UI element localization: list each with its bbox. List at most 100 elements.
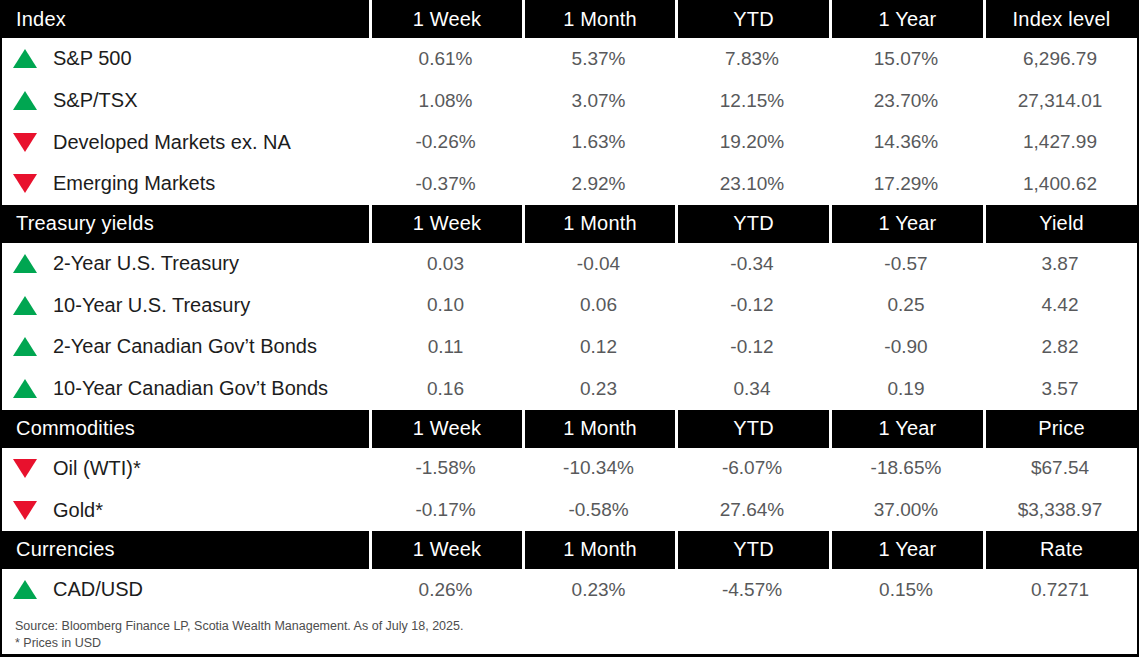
column-header-1month: 1 Month: [522, 0, 675, 38]
row-name-cell: S&P 500: [2, 47, 369, 70]
cell-ytd: 27.64%: [675, 499, 829, 521]
row-label: Emerging Markets: [53, 172, 215, 195]
arrow-box: [13, 580, 53, 599]
cell-1month: 2.92%: [522, 173, 675, 195]
cell-value: 3.57: [983, 378, 1137, 400]
table-row: CAD/USD0.26%0.23%-4.57%0.15%0.7271: [2, 569, 1137, 611]
arrow-box: [13, 174, 53, 193]
column-header-ytd: YTD: [675, 410, 829, 448]
cell-ytd: -0.12: [675, 336, 829, 358]
column-header-1week: 1 Week: [369, 205, 522, 243]
arrow-box: [13, 337, 53, 356]
cell-1year: 0.19: [829, 378, 983, 400]
cell-value: 27,314.01: [983, 90, 1137, 112]
cell-1week: -0.26%: [369, 131, 522, 153]
row-label: 2-Year Canadian Gov’t Bonds: [53, 335, 317, 358]
section-title: Commodities: [2, 410, 369, 448]
cell-1week: -1.58%: [369, 457, 522, 479]
cell-value: $67.54: [983, 457, 1137, 479]
cell-ytd: 23.10%: [675, 173, 829, 195]
column-header-1year: 1 Year: [829, 0, 983, 38]
column-header-value: Yield: [983, 205, 1137, 243]
row-label: Oil (WTI)*: [53, 457, 141, 480]
cell-1year: 23.70%: [829, 90, 983, 112]
up-arrow-icon: [13, 91, 37, 110]
row-label: Developed Markets ex. NA: [53, 131, 291, 154]
row-label: 10-Year Canadian Gov’t Bonds: [53, 377, 328, 400]
arrow-box: [13, 254, 53, 273]
row-label: S&P 500: [53, 47, 132, 70]
table-row: 2-Year U.S. Treasury0.03-0.04-0.34-0.573…: [2, 243, 1137, 285]
section-title: Treasury yields: [2, 205, 369, 243]
row-name-cell: Developed Markets ex. NA: [2, 131, 369, 154]
down-arrow-icon: [13, 501, 37, 520]
cell-ytd: 19.20%: [675, 131, 829, 153]
column-header-ytd: YTD: [675, 531, 829, 569]
column-header-value: Price: [983, 410, 1137, 448]
down-arrow-icon: [13, 174, 37, 193]
column-header-1year: 1 Year: [829, 205, 983, 243]
cell-1month: -10.34%: [522, 457, 675, 479]
row-label: S&P/TSX: [53, 89, 137, 112]
cell-1year: 15.07%: [829, 48, 983, 70]
cell-1year: 17.29%: [829, 173, 983, 195]
row-name-cell: 10-Year Canadian Gov’t Bonds: [2, 377, 369, 400]
column-header-value: Index level: [983, 0, 1137, 38]
column-header-ytd: YTD: [675, 205, 829, 243]
up-arrow-icon: [13, 379, 37, 398]
row-label: Gold*: [53, 499, 103, 522]
row-label: 10-Year U.S. Treasury: [53, 294, 250, 317]
cell-value: 6,296.79: [983, 48, 1137, 70]
cell-value: 4.42: [983, 294, 1137, 316]
cell-1year: -0.90: [829, 336, 983, 358]
cell-1month: 0.06: [522, 294, 675, 316]
cell-value: 0.7271: [983, 579, 1137, 601]
cell-1week: -0.37%: [369, 173, 522, 195]
row-label: CAD/USD: [53, 578, 143, 601]
table-row: 10-Year Canadian Gov’t Bonds0.160.230.34…: [2, 368, 1137, 410]
cell-value: 3.87: [983, 253, 1137, 275]
section-header-row-0: Index1 Week1 MonthYTD1 YearIndex level: [2, 0, 1137, 38]
section-title: Index: [2, 0, 369, 38]
row-label: 2-Year U.S. Treasury: [53, 252, 239, 275]
cell-ytd: -4.57%: [675, 579, 829, 601]
cell-1month: 0.23%: [522, 579, 675, 601]
cell-1year: -0.57: [829, 253, 983, 275]
cell-1month: 0.12: [522, 336, 675, 358]
up-arrow-icon: [13, 254, 37, 273]
cell-1month: -0.04: [522, 253, 675, 275]
down-arrow-icon: [13, 459, 37, 478]
section-header-row-3: Currencies1 Week1 MonthYTD1 YearRate: [2, 531, 1137, 569]
cell-1week: 0.10: [369, 294, 522, 316]
arrow-box: [13, 91, 53, 110]
cell-1week: 0.61%: [369, 48, 522, 70]
row-name-cell: Oil (WTI)*: [2, 457, 369, 480]
column-header-1year: 1 Year: [829, 531, 983, 569]
arrow-box: [13, 379, 53, 398]
column-header-1month: 1 Month: [522, 531, 675, 569]
down-arrow-icon: [13, 133, 37, 152]
cell-1week: -0.17%: [369, 499, 522, 521]
cell-value: 2.82: [983, 336, 1137, 358]
up-arrow-icon: [13, 337, 37, 356]
cell-1month: -0.58%: [522, 499, 675, 521]
row-name-cell: Gold*: [2, 499, 369, 522]
table-row: Oil (WTI)*-1.58%-10.34%-6.07%-18.65%$67.…: [2, 448, 1137, 490]
cell-ytd: 12.15%: [675, 90, 829, 112]
cell-1year: 37.00%: [829, 499, 983, 521]
column-header-1week: 1 Week: [369, 0, 522, 38]
cell-value: 1,427.99: [983, 131, 1137, 153]
cell-1week: 0.16: [369, 378, 522, 400]
column-header-1month: 1 Month: [522, 410, 675, 448]
arrow-box: [13, 459, 53, 478]
row-name-cell: Emerging Markets: [2, 172, 369, 195]
table-row: 10-Year U.S. Treasury0.100.06-0.120.254.…: [2, 284, 1137, 326]
cell-1month: 0.23: [522, 378, 675, 400]
cell-1week: 0.03: [369, 253, 522, 275]
cell-1month: 3.07%: [522, 90, 675, 112]
up-arrow-icon: [13, 580, 37, 599]
column-header-1year: 1 Year: [829, 410, 983, 448]
table-row: 2-Year Canadian Gov’t Bonds0.110.12-0.12…: [2, 326, 1137, 368]
cell-ytd: -0.12: [675, 294, 829, 316]
cell-1year: -18.65%: [829, 457, 983, 479]
